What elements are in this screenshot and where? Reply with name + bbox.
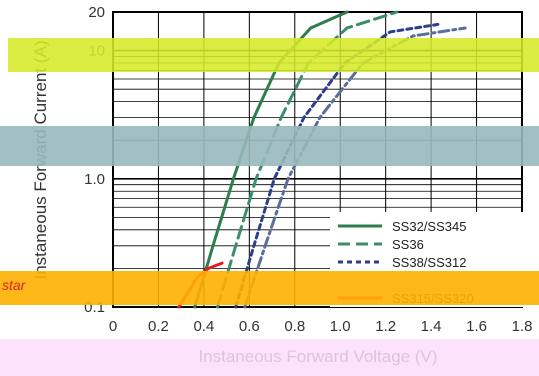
legend-label: SS32/SS345	[392, 219, 466, 234]
highlight-band-middle	[0, 126, 539, 166]
x-tick-label: 1.2	[375, 318, 396, 335]
x-tick-label: 1.6	[466, 318, 487, 335]
x-tick-label: 0.6	[239, 318, 260, 335]
x-tick-label: 0.8	[284, 318, 305, 335]
series-line-1	[193, 10, 349, 309]
series-line-2	[216, 10, 399, 309]
legend-label: SS38/SS312	[392, 255, 466, 270]
x-tick-label: 1.0	[330, 318, 351, 335]
x-tick-label: 0	[109, 318, 117, 335]
y-tick-label: 1.0	[84, 171, 105, 188]
highlight-band-caption	[0, 339, 539, 376]
x-tick-label: 0.4	[193, 318, 214, 335]
series-group	[177, 10, 467, 309]
highlight-band-bottom	[0, 271, 539, 305]
x-tick-label: 0.2	[148, 318, 169, 335]
overlay-star-text: star	[2, 277, 26, 293]
highlight-band-top	[8, 38, 539, 72]
x-tick-label: 1.4	[421, 318, 442, 335]
y-tick-label: 20	[88, 4, 105, 21]
series-line-3	[234, 22, 440, 309]
legend-label: SS36	[392, 237, 424, 252]
x-tick-label: 1.8	[512, 318, 533, 335]
tick-labels: 00.20.40.60.81.01.21.41.61.80.11.01020	[84, 4, 532, 335]
series-line-4	[243, 26, 467, 309]
